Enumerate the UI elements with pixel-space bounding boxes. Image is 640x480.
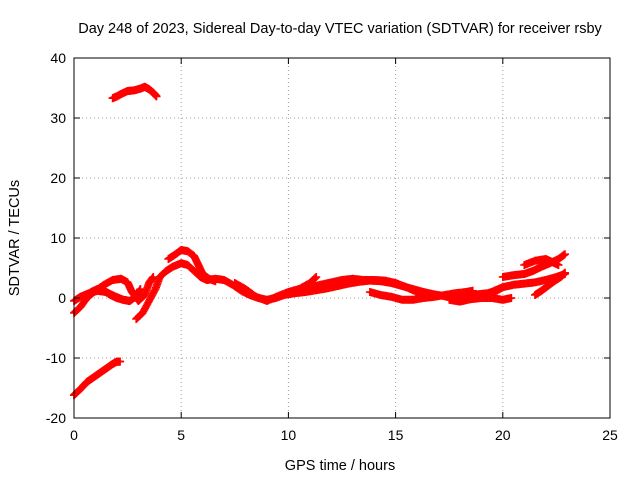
x-axis-label: GPS time / hours [285,458,395,474]
series-arc-m [530,268,569,299]
series-arc-c [80,285,134,305]
data-point [468,286,477,295]
x-tick-label: 25 [602,427,618,443]
data-point [507,294,516,302]
x-tick-label: 0 [70,427,78,443]
data-point [116,357,125,366]
y-tick-label: -10 [46,350,66,366]
y-tick-label: 0 [58,290,66,306]
data-point [554,261,563,269]
x-tick-label: 15 [388,427,404,443]
x-tick-label: 10 [281,427,297,443]
data-point [211,277,220,286]
data-point [560,268,569,277]
series-arc-g [295,274,432,299]
y-tick-label: 30 [50,110,66,126]
series-arc-l [520,255,563,269]
axis-ticks: 0 5 10 15 20 25 -20 -10 0 10 20 30 40 [46,50,618,443]
y-tick-label: 10 [50,230,66,246]
y-tick-label: 40 [50,50,66,66]
data-point [136,285,145,293]
data-point [312,273,321,281]
data-series [70,82,569,400]
series-arc-lower [70,357,125,400]
series-arc-i [445,294,516,306]
series-arc-h [365,286,477,304]
series-arc-e [164,246,220,286]
data-point [125,297,134,305]
y-axis-label: SDTVAR / TECUs [7,180,23,296]
y-tick-label: -20 [46,410,66,426]
chart-title: Day 248 of 2023, Sidereal Day-to-day VTE… [78,21,602,37]
data-point [152,92,161,101]
series-arc-upper [108,82,161,103]
grid [74,58,610,418]
y-tick-label: 20 [50,170,66,186]
data-point [560,250,569,259]
x-tick-label: 20 [495,427,511,443]
x-tick-label: 5 [177,427,185,443]
